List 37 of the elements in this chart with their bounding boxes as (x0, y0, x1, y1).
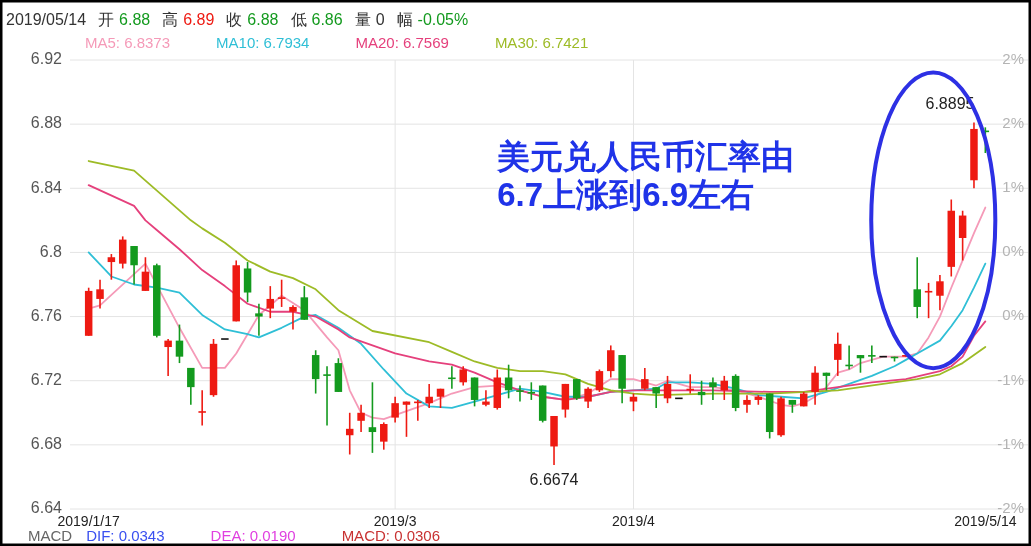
y-tick-label: 6.68 (30, 435, 63, 453)
x-tick-label: 2019/3 (373, 512, 417, 529)
y-tick-label: 6.84 (30, 178, 63, 196)
y2-tick-label: 1% (1002, 178, 1024, 196)
text: 开 (98, 11, 115, 29)
y2-tick-label: -1% (997, 370, 1024, 388)
y2-tick-label: 2% (1002, 114, 1024, 132)
y2-tick-label: 2% (1002, 49, 1024, 67)
text: MACD (28, 526, 73, 544)
y-tick-label: 6.8 (39, 242, 63, 260)
text: 6.88 (119, 11, 151, 29)
text: 2019/05/14 (6, 11, 87, 29)
text: 低 (290, 11, 307, 29)
annotation: 6.7上涨到6.9左右 (497, 176, 755, 213)
text: 6.88 (247, 11, 279, 29)
text: 收 (226, 11, 243, 29)
y2-tick-label: 0% (1002, 306, 1024, 324)
y-tick-label: 6.92 (30, 50, 63, 68)
annotation: 美元兑人民币汇率由 (496, 138, 795, 175)
legend: MA5: 6.8373 MA10: 6.7934 MA20: 6.7569 MA30: 6.7421 (85, 33, 589, 51)
text: 6.89 (183, 11, 215, 29)
text: 量 (354, 11, 371, 29)
y2-tick-label: 0% (1002, 242, 1024, 260)
text: 0 (375, 11, 385, 29)
x-tick-label: 2019/4 (612, 512, 656, 529)
text: 幅 (396, 11, 413, 29)
annotation: 6.6674 (529, 471, 579, 489)
text: 高 (162, 11, 179, 29)
text: -0.05% (417, 11, 469, 29)
y2-tick-label: -1% (997, 434, 1024, 452)
y-tick-label: 6.88 (30, 114, 63, 132)
y-tick-label: 6.72 (30, 370, 63, 388)
y-tick-label: 6.76 (30, 306, 63, 324)
text: MACD: 0.0306 (341, 526, 441, 544)
text: 6.86 (311, 11, 343, 29)
text: DIF: 0.0343 (86, 526, 165, 544)
text: DEA: 0.0190 (210, 526, 296, 544)
